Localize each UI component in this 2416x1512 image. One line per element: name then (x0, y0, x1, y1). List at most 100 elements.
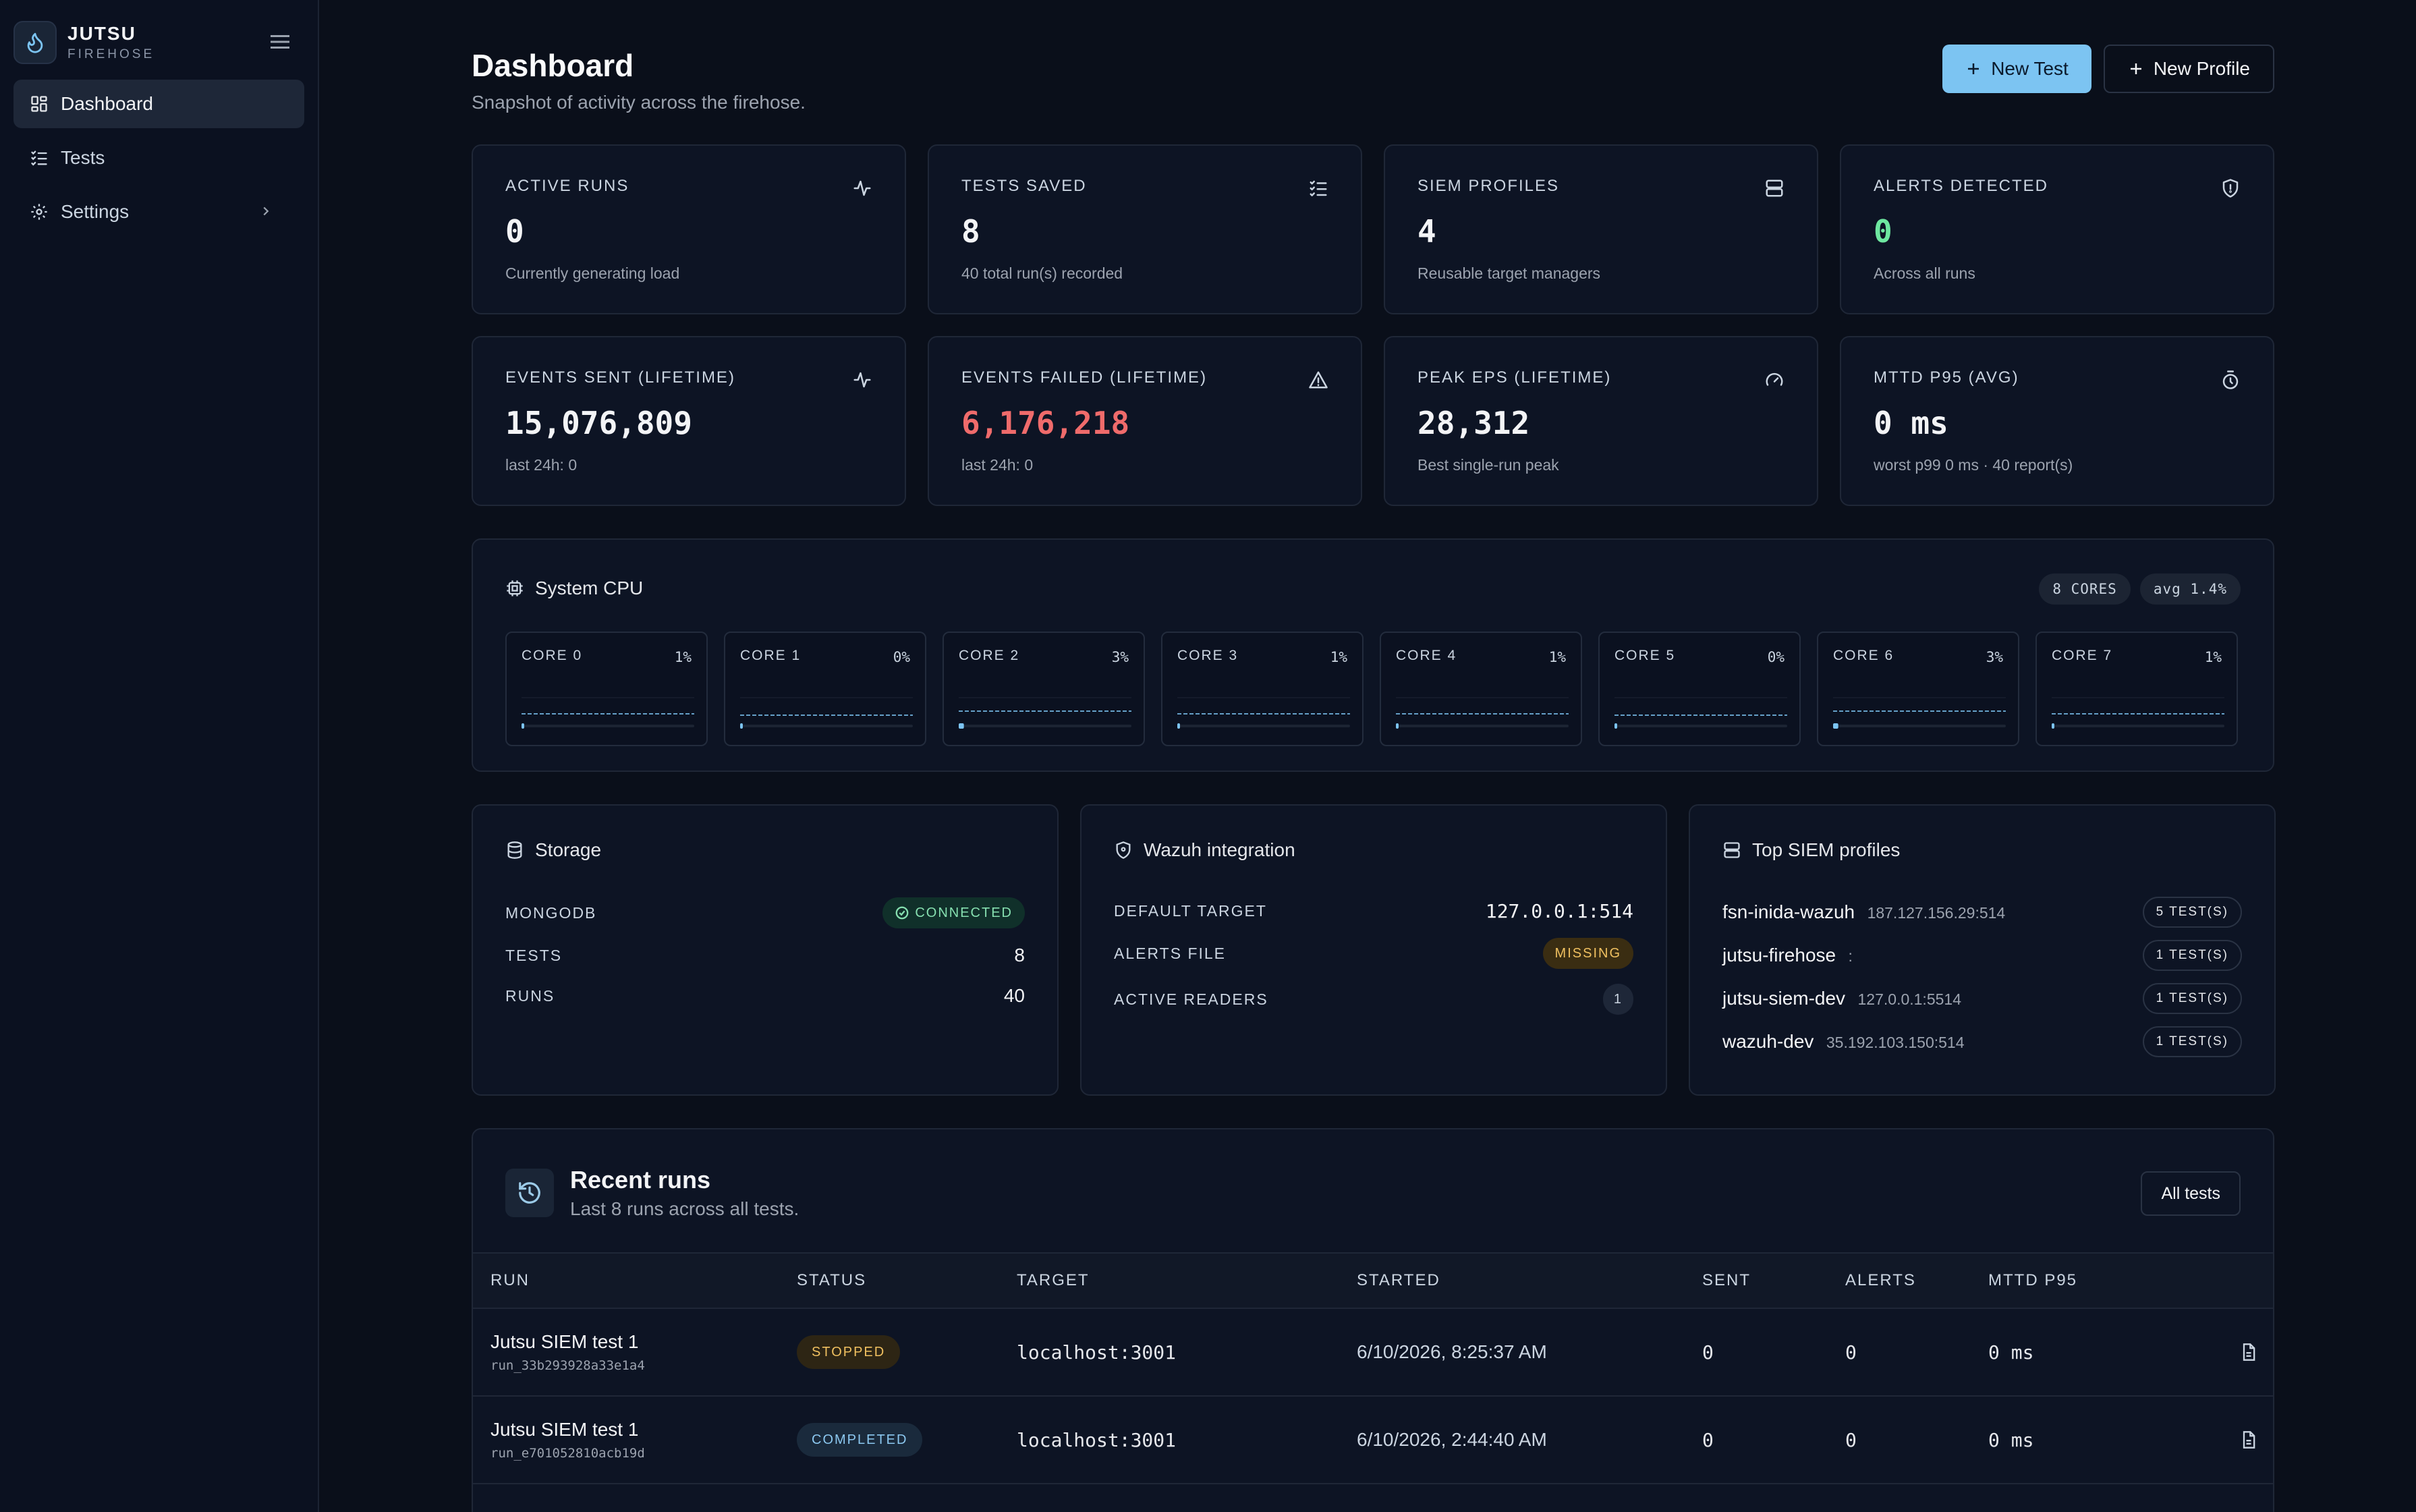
core-label: CORE 1 (740, 648, 802, 663)
wazuh-panel: Wazuh integration DEFAULT TARGET 127.0.0… (1080, 804, 1667, 1096)
stat-card: ALERTS DETECTED 0 Across all runs (1840, 144, 2274, 314)
report-file-icon[interactable] (2239, 1343, 2258, 1362)
column-header[interactable]: SENT (1702, 1271, 1751, 1289)
core-label: CORE 3 (1177, 648, 1239, 663)
cpu-core-card: CORE 0 1% (505, 632, 708, 746)
storage-title: Storage (535, 839, 602, 860)
table-row[interactable]: Jutsu SIEM test 1 run_33b293928a33e1a4 S… (473, 1309, 2273, 1397)
table-header: RUN STATUS TARGET STARTED SENT ALERTS MT… (473, 1254, 2273, 1309)
brand[interactable]: JUTSU FIREHOSE (13, 19, 304, 66)
run-started: 6/10/2026, 2:44:40 AM (1357, 1429, 1547, 1450)
stat-value: 15,076,809 (505, 405, 692, 441)
new-test-button[interactable]: New Test (1942, 45, 2091, 93)
active-readers-label: ACTIVE READERS (1114, 990, 1268, 1008)
run-id: run_e701052810acb19d (490, 1446, 645, 1461)
storage-panel: Storage MONGODB CONNECTED TESTS 8 (472, 804, 1059, 1096)
cpu-core-card: CORE 7 1% (2035, 632, 2238, 746)
column-header[interactable]: STATUS (797, 1271, 867, 1289)
siem-profile-address: 187.127.156.29:514 (1867, 904, 2006, 922)
siem-profile-row[interactable]: fsn-inida-wazuh 187.127.156.29:514 5 TES… (1722, 891, 2242, 934)
mongodb-label: MONGODB (505, 903, 597, 922)
siem-test-count-badge: 5 TEST(S) (2142, 897, 2242, 928)
run-target: localhost:3001 (1017, 1428, 1177, 1451)
server-icon (1724, 842, 1740, 858)
column-header[interactable]: RUN (490, 1271, 530, 1289)
menu-toggle-icon[interactable] (269, 31, 291, 53)
column-header[interactable]: STARTED (1357, 1271, 1440, 1289)
stat-note: Best single-run peak (1417, 456, 1559, 474)
activity-icon (853, 180, 871, 196)
stat-note: Across all runs (1874, 264, 1975, 282)
sidebar-item-tests[interactable]: Tests (13, 134, 304, 182)
stat-value: 6,176,218 (961, 405, 1130, 441)
core-label: CORE 7 (2052, 648, 2113, 663)
cpu-core-card: CORE 1 0% (724, 632, 926, 746)
plus-icon (2130, 63, 2141, 74)
core-usage-bar (522, 723, 524, 729)
stat-card: TESTS SAVED 8 40 total run(s) recorded (928, 144, 1362, 314)
siem-profile-address: 127.0.0.1:5514 (1857, 990, 1961, 1008)
stat-note: 40 total run(s) recorded (961, 264, 1123, 282)
active-readers-badge: 1 (1602, 984, 1633, 1015)
tests-value: 8 (1014, 945, 1025, 965)
status-badge: CONNECTED (882, 897, 1025, 928)
status-badge: COMPLETED (797, 1423, 923, 1457)
runs-label: RUNS (505, 986, 555, 1005)
history-icon (505, 1169, 554, 1217)
siem-profile-row[interactable]: jutsu-firehose : 1 TEST(S) (1722, 934, 2242, 977)
report-file-icon[interactable] (2239, 1430, 2258, 1449)
cpu-core-card: CORE 5 0% (1598, 632, 1801, 746)
sidebar-item-settings[interactable]: Settings (13, 188, 304, 236)
flame-logo-icon (13, 21, 57, 64)
alerts-file-status-badge: MISSING (1542, 938, 1633, 969)
siem-test-count-badge: 1 TEST(S) (2142, 983, 2242, 1014)
column-header[interactable]: TARGET (1017, 1271, 1090, 1289)
stat-note: worst p99 0 ms · 40 report(s) (1874, 456, 2073, 474)
activity-icon (853, 372, 871, 388)
tests-label: TESTS (505, 946, 563, 964)
stat-label: EVENTS SENT (LIFETIME) (505, 368, 735, 387)
recent-runs-panel: Recent runs Last 8 runs across all tests… (472, 1128, 2274, 1512)
stat-card: ACTIVE RUNS 0 Currently generating load (472, 144, 906, 314)
core-usage-bar (1396, 723, 1399, 729)
top-siem-title: Top SIEM profiles (1752, 839, 1901, 860)
stat-card: EVENTS SENT (LIFETIME) 15,076,809 last 2… (472, 336, 906, 506)
stat-label: PEAK EPS (LIFETIME) (1417, 368, 1612, 387)
stat-note: last 24h: 0 (961, 456, 1034, 474)
core-label: CORE 6 (1833, 648, 1894, 663)
core-usage-bar (1614, 723, 1617, 729)
core-sparkline (959, 697, 1131, 729)
siem-profile-list: fsn-inida-wazuh 187.127.156.29:514 5 TES… (1722, 891, 2242, 1063)
page-title: Dashboard (472, 48, 634, 83)
core-percent: 0% (893, 649, 910, 665)
core-usage-bar (740, 723, 743, 729)
sidebar-item-label: Dashboard (61, 93, 153, 114)
cpu-avg-badge: avg 1.4% (2139, 573, 2241, 605)
core-usage-bar (1833, 723, 1838, 729)
core-percent: 1% (1548, 649, 1566, 665)
run-name[interactable]: Jutsu SIEM test 1 (490, 1331, 639, 1352)
core-sparkline (1833, 697, 2006, 729)
table-row[interactable]: Jutsu SIEM test 1 run_e701052810acb19d C… (473, 1397, 2273, 1484)
run-sent: 0 (1702, 1428, 1714, 1451)
mongodb-status: CONNECTED (915, 905, 1013, 920)
siem-profile-row[interactable]: wazuh-dev 35.192.103.150:514 1 TEST(S) (1722, 1020, 2242, 1063)
siem-profile-row[interactable]: jutsu-siem-dev 127.0.0.1:5514 1 TEST(S) (1722, 977, 2242, 1020)
run-sent: 0 (1702, 1341, 1714, 1364)
run-name[interactable]: Jutsu SIEM test 1 (490, 1419, 639, 1440)
run-alerts: 0 (1845, 1341, 1857, 1364)
core-sparkline (1614, 697, 1787, 729)
gear-icon (31, 204, 47, 220)
database-icon (507, 841, 522, 859)
stat-label: ACTIVE RUNS (505, 177, 629, 195)
sidebar-item-dashboard[interactable]: Dashboard (13, 80, 304, 128)
siem-profile-name: jutsu-firehose (1722, 945, 1836, 965)
plus-icon (1968, 63, 1979, 74)
all-tests-button[interactable]: All tests (2141, 1171, 2241, 1216)
column-header[interactable]: MTTD P95 (1988, 1271, 2078, 1289)
new-profile-button[interactable]: New Profile (2103, 45, 2274, 93)
column-header[interactable]: ALERTS (1845, 1271, 1916, 1289)
top-siem-panel: Top SIEM profiles fsn-inida-wazuh 187.12… (1689, 804, 2276, 1096)
core-label: CORE 0 (522, 648, 583, 663)
page-subtitle: Snapshot of activity across the firehose… (472, 92, 806, 113)
